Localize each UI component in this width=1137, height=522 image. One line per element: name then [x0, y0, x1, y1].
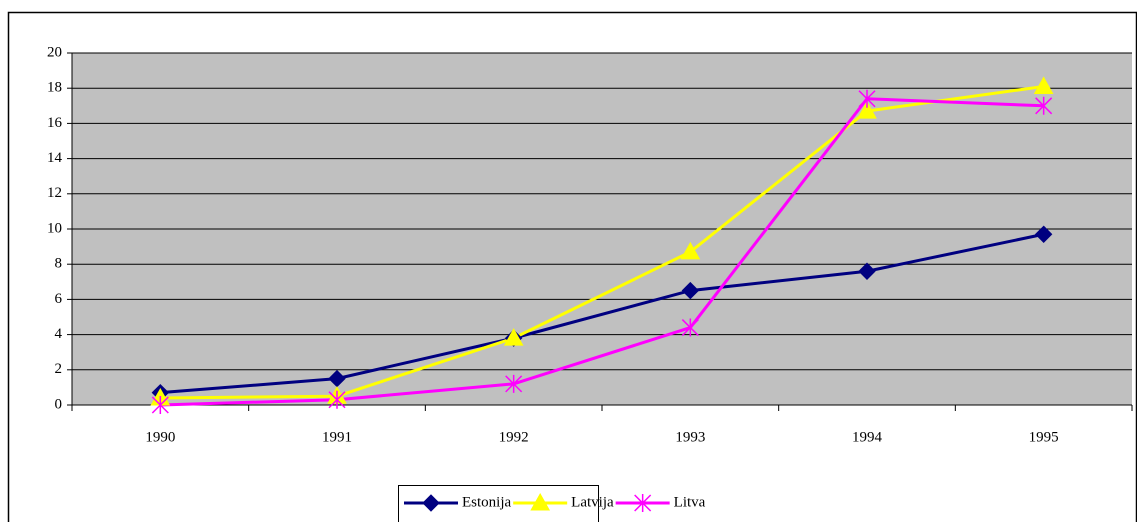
marker — [857, 101, 877, 119]
marker — [681, 281, 700, 300]
y-tick-label: 2 — [55, 361, 63, 377]
legend-label: Estonija — [462, 494, 512, 510]
y-tick-label: 4 — [55, 326, 63, 342]
series-line — [160, 84, 1044, 400]
y-tick-label: 10 — [47, 220, 62, 236]
marker — [680, 241, 701, 260]
y-tick-label: 14 — [47, 150, 63, 166]
x-tick-label: 1992 — [499, 429, 529, 445]
marker — [422, 494, 440, 512]
y-tick-label: 8 — [55, 256, 63, 272]
y-tick-label: 16 — [47, 115, 63, 131]
marker — [505, 374, 523, 393]
legend-label: Litva — [674, 494, 706, 510]
x-tick-label: 1990 — [145, 429, 175, 445]
marker — [858, 89, 876, 108]
y-tick-label: 20 — [47, 44, 62, 60]
legend-label: Latvija — [571, 494, 614, 510]
marker — [634, 494, 652, 512]
y-tick-label: 6 — [55, 291, 63, 307]
series-line — [160, 232, 1044, 395]
series-line — [160, 97, 1044, 407]
y-tick-label: 12 — [47, 185, 62, 201]
marker — [328, 390, 346, 409]
marker — [503, 328, 524, 346]
marker — [1035, 96, 1053, 115]
marker — [681, 318, 699, 337]
y-tick-label: 18 — [47, 80, 62, 96]
marker — [151, 396, 169, 414]
x-tick-label: 1995 — [1029, 429, 1059, 445]
marker — [1033, 76, 1054, 94]
x-tick-label: 1993 — [675, 429, 705, 445]
marker — [858, 262, 876, 280]
legend: Estonija Latvija Litva — [398, 485, 706, 522]
x-tick-label: 1994 — [852, 429, 883, 445]
marker — [530, 492, 551, 511]
x-tick-label: 1991 — [322, 429, 352, 445]
marker — [1034, 225, 1053, 243]
y-tick-label: 0 — [55, 396, 63, 412]
